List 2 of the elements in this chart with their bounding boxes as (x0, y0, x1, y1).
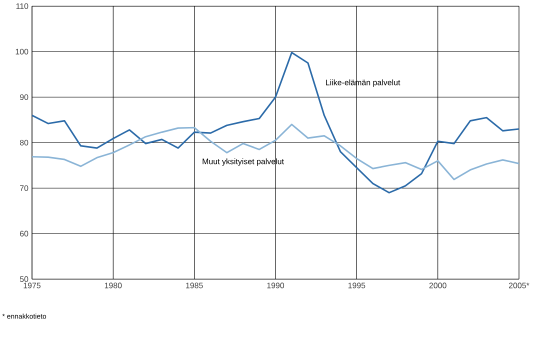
line-series (32, 124, 519, 180)
line-series (32, 52, 519, 194)
